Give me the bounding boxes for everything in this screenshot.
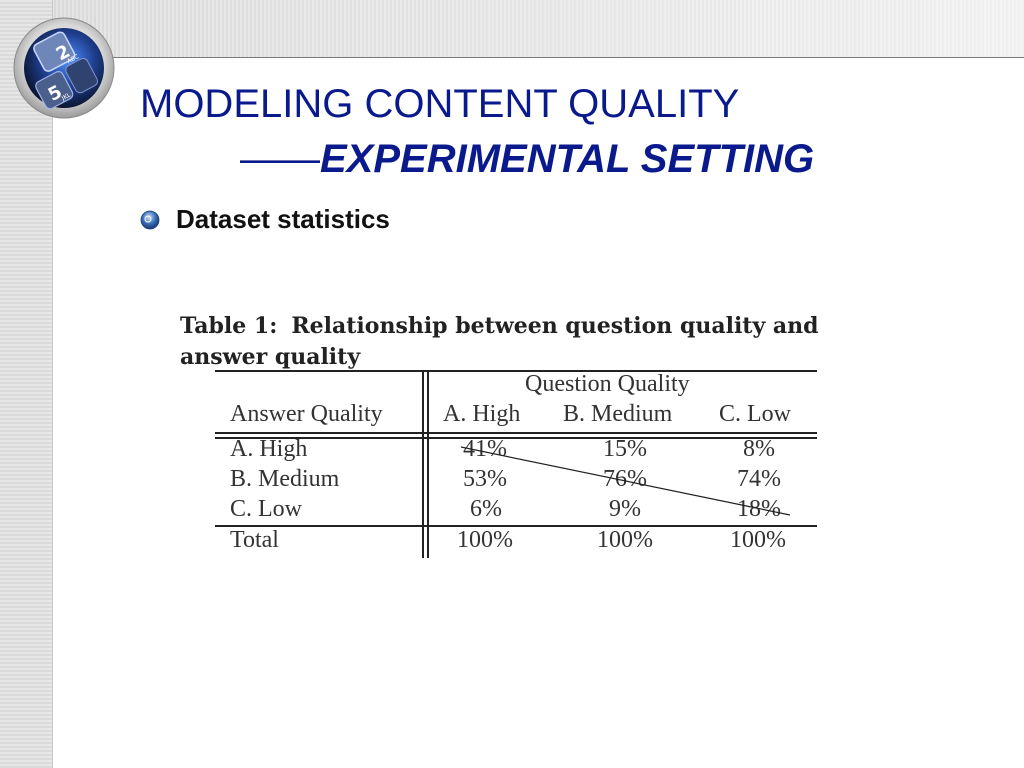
- logo-key-jkl: JKL: [60, 91, 73, 102]
- table-total-rule: [215, 525, 817, 527]
- total-cell: 100%: [457, 527, 513, 553]
- table-cell: 6%: [470, 496, 502, 522]
- table-cell: 74%: [737, 466, 781, 492]
- bullet-item: Dataset statistics: [140, 204, 390, 235]
- slide-subtitle: ——EXPERIMENTAL SETTING: [240, 137, 814, 182]
- table-cell: 76%: [603, 466, 647, 492]
- table-cell: 15%: [603, 436, 647, 462]
- logo-key-abc: ABC: [66, 53, 80, 65]
- table-caption-text: Relationship between question quality an…: [180, 313, 819, 370]
- table-vertical-rule-1: [422, 370, 424, 558]
- diagonal-annotation-line: [460, 446, 791, 516]
- slide-title: MODELING CONTENT QUALITY: [140, 82, 740, 126]
- total-label: Total: [230, 527, 279, 553]
- bullet-icon: [140, 210, 160, 229]
- bullet-text: Dataset statistics: [176, 204, 390, 234]
- data-table: Question Quality Answer Quality A. High …: [215, 370, 817, 560]
- column-header: A. High: [443, 401, 521, 427]
- row-header: Answer Quality: [230, 401, 383, 427]
- table-cell: 53%: [463, 466, 507, 492]
- table-header-rule-1: [215, 432, 817, 434]
- column-header: C. Low: [719, 401, 791, 427]
- table-caption: Table 1: Relationship between question q…: [180, 311, 870, 373]
- table-cell: 8%: [743, 436, 775, 462]
- table-caption-label: Table 1:: [180, 313, 278, 339]
- table-top-rule: [215, 370, 817, 372]
- column-header: B. Medium: [563, 401, 673, 427]
- top-banner: [0, 0, 1024, 58]
- table-vertical-rule-2: [427, 370, 429, 558]
- subtitle-text: EXPERIMENTAL SETTING: [320, 137, 815, 181]
- row-label: A. High: [230, 436, 308, 462]
- total-cell: 100%: [730, 527, 786, 553]
- row-label: B. Medium: [230, 466, 340, 492]
- left-sidebar-strip: [0, 0, 53, 768]
- keypad-icon: 2 ABC 5 JKL: [13, 17, 115, 119]
- total-cell: 100%: [597, 527, 653, 553]
- row-label: C. Low: [230, 496, 302, 522]
- table-header-rule-2: [215, 437, 817, 439]
- group-header: Question Quality: [525, 371, 690, 397]
- subtitle-dash: ——: [240, 137, 320, 181]
- table-cell: 9%: [609, 496, 641, 522]
